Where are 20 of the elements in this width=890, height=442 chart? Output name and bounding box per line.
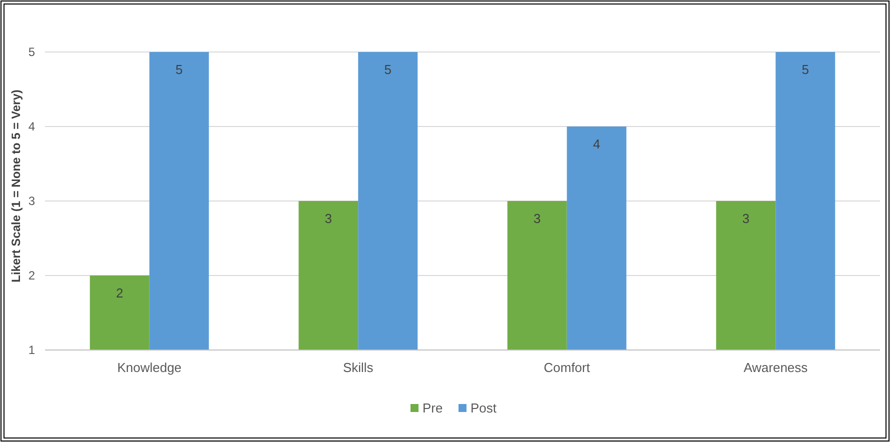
y-axis-title: Likert Scale (1 = None to 5 = Very) [9, 90, 23, 282]
data-label: 2 [116, 286, 124, 300]
x-tick-label: Knowledge [117, 360, 182, 375]
data-label: 5 [176, 62, 183, 77]
y-tick-label: 3 [28, 194, 36, 208]
data-label: 5 [802, 62, 809, 77]
legend-label: Post [470, 400, 497, 416]
data-label: 3 [742, 211, 750, 226]
y-tick-label: 2 [28, 268, 36, 283]
x-tick-label: Awareness [744, 360, 808, 375]
legend-label: Pre [422, 400, 443, 416]
x-tick-label: Comfort [544, 360, 590, 375]
y-tick-label: 1 [28, 343, 36, 358]
y-tick-label: 4 [28, 120, 36, 134]
data-label: 4 [593, 136, 600, 152]
data-label: 5 [384, 62, 392, 77]
data-label: 3 [324, 211, 332, 226]
y-tick-label: 5 [28, 45, 36, 60]
x-tick-label: Skills [342, 360, 374, 375]
data-label: 3 [534, 211, 541, 226]
